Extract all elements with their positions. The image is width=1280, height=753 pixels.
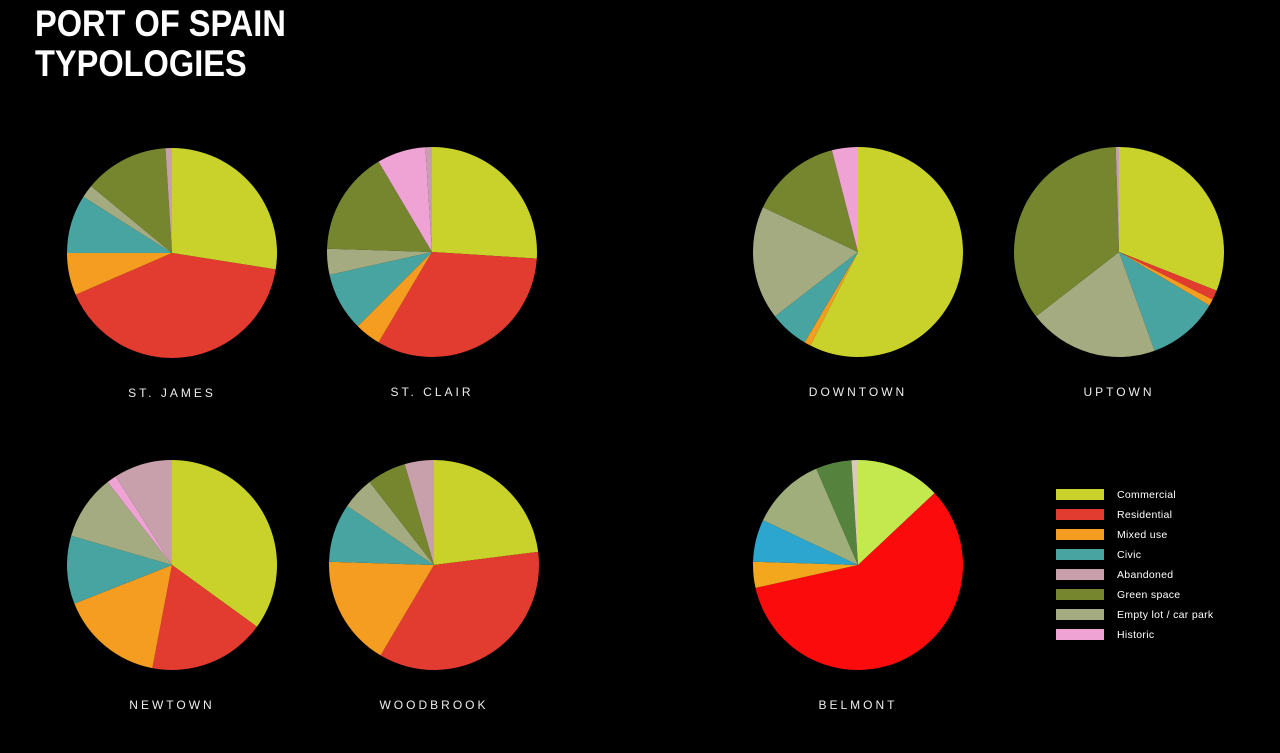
pie-label-belmont: BELMONT — [818, 698, 898, 712]
legend-label-green-space: Green space — [1117, 588, 1181, 601]
pie-slice-civic — [1119, 252, 1210, 351]
pie-slice-residential — [75, 253, 276, 358]
pie-slice-historic — [831, 147, 858, 252]
legend-label-empty-lot-car-park: Empty lot / car park — [1117, 608, 1214, 621]
pie-svg-newtown — [67, 460, 278, 671]
pie-slice-commercial — [858, 460, 935, 565]
pie-slice-abandoned — [1115, 146, 1119, 252]
legend-swatch-residential — [1056, 509, 1104, 520]
pie-chart-uptown: UPTOWN — [1009, 142, 1229, 399]
pie-slice-civic — [329, 252, 432, 327]
pie-slice-civic — [67, 535, 172, 604]
legend-swatch-civic — [1056, 549, 1104, 560]
pie-slice-mixed-use — [357, 252, 432, 343]
pie-svg-uptown — [1013, 146, 1225, 358]
legend-item-empty-lot-car-park: Empty lot / car park — [1056, 608, 1214, 621]
pie-slice-commercial — [1119, 147, 1225, 291]
legend-item-civic: Civic — [1056, 548, 1213, 561]
pie-slice-commercial — [810, 147, 963, 357]
pie-slice-green-space — [816, 460, 858, 565]
pie-label-st-clair: ST. CLAIR — [390, 385, 474, 399]
pie-slice-mixed-use — [67, 253, 172, 295]
page-title-line2: TYPOLOGIES — [35, 42, 247, 84]
pie-slice-mixed-use — [752, 561, 858, 588]
pie-chart-st-james: ST. JAMES — [62, 143, 282, 400]
pie-label-st-james: ST. JAMES — [128, 386, 216, 400]
pie-slice-green-space — [1013, 147, 1119, 317]
pie-label-downtown: DOWNTOWN — [808, 385, 908, 399]
pie-label-newtown: NEWTOWN — [129, 698, 215, 712]
pie-slice-civic — [329, 505, 434, 565]
pie-slice-commercial — [172, 460, 278, 627]
pie-chart-downtown: DOWNTOWN — [748, 142, 968, 399]
legend-label-mixed-use: Mixed use — [1117, 528, 1168, 541]
legend-swatch-commercial — [1056, 489, 1104, 500]
legend-item-historic: Historic — [1056, 628, 1213, 641]
pie-chart-belmont: BELMONT — [748, 455, 968, 712]
pie-slice-abandoned — [851, 460, 858, 565]
legend-label-abandoned: Abandoned — [1117, 568, 1174, 581]
pie-slice-residential — [378, 252, 537, 358]
legend-item-mixed-use: Mixed use — [1056, 528, 1213, 541]
pie-slice-historic — [107, 476, 172, 565]
legend-swatch-historic — [1056, 629, 1104, 640]
pie-slice-mixed-use — [804, 252, 858, 346]
pie-slice-historic — [378, 147, 432, 252]
pie-slice-residential — [1119, 252, 1217, 300]
pie-slice-empty-lot-car-park — [71, 482, 172, 565]
legend-label-historic: Historic — [1117, 628, 1155, 641]
pie-slice-mixed-use — [74, 565, 172, 669]
legend-swatch-green-space — [1056, 589, 1104, 600]
pie-label-uptown: UPTOWN — [1083, 385, 1155, 399]
pie-chart-st-clair: ST. CLAIR — [322, 142, 542, 399]
legend-item-abandoned: Abandoned — [1056, 568, 1213, 581]
pie-svg-woodbrook — [328, 460, 539, 671]
page-title-line1: PORT OF SPAIN — [35, 3, 286, 44]
pie-slice-abandoned — [425, 147, 432, 252]
pie-slice-residential — [380, 551, 539, 671]
pie-svg-belmont — [752, 460, 963, 670]
pie-svg-downtown — [752, 147, 963, 357]
legend-item-residential: Residential — [1056, 508, 1213, 521]
pie-slice-commercial — [432, 147, 537, 259]
pie-chart-woodbrook: WOODBROOK — [324, 455, 544, 712]
pie-slice-civic — [753, 520, 858, 565]
pie-svg-st-james — [67, 148, 278, 358]
pie-slice-empty-lot-car-park — [347, 482, 434, 565]
pie-slice-commercial — [172, 148, 278, 270]
pie-slice-civic — [775, 252, 858, 343]
legend-swatch-mixed-use — [1056, 529, 1104, 540]
pie-slice-empty-lot-car-park — [1036, 252, 1155, 358]
legend-item-commercial: Commercial — [1056, 488, 1213, 501]
pie-slice-residential — [152, 565, 257, 671]
pie-svg-st-clair — [326, 147, 537, 358]
pie-slice-empty-lot-car-park — [83, 186, 172, 253]
legend-swatch-abandoned — [1056, 569, 1104, 580]
pie-chart-newtown: NEWTOWN — [62, 455, 282, 712]
page-title: PORT OF SPAIN TYPOLOGIES — [35, 4, 286, 84]
legend-label-residential: Residential — [1117, 508, 1173, 521]
pie-slice-empty-lot-car-park — [762, 468, 858, 565]
pie-slice-mixed-use — [328, 561, 434, 656]
pie-slice-green-space — [327, 161, 432, 252]
pie-slice-green-space — [369, 464, 434, 565]
legend-label-civic: Civic — [1117, 548, 1142, 561]
pie-slice-residential — [755, 493, 963, 670]
legend-label-commercial: Commercial — [1117, 488, 1177, 501]
legend: Commercial Residential Mixed use Civic Aband… — [1056, 489, 1213, 649]
pie-slice-mixed-use — [1119, 252, 1213, 306]
pie-slice-commercial — [434, 460, 539, 565]
pie-slice-green-space — [91, 148, 172, 253]
pie-slice-abandoned — [115, 460, 172, 565]
pie-slice-civic — [67, 196, 172, 253]
legend-item-green-space: Green space — [1056, 588, 1213, 601]
pie-slice-empty-lot-car-park — [752, 207, 858, 317]
pie-slice-abandoned — [404, 460, 434, 565]
legend-swatch-empty-lot-car-park — [1056, 609, 1104, 620]
pie-slice-empty-lot-car-park — [326, 248, 432, 275]
pie-slice-green-space — [762, 150, 858, 252]
pie-label-woodbrook: WOODBROOK — [379, 698, 489, 712]
pie-slice-abandoned — [165, 148, 172, 253]
